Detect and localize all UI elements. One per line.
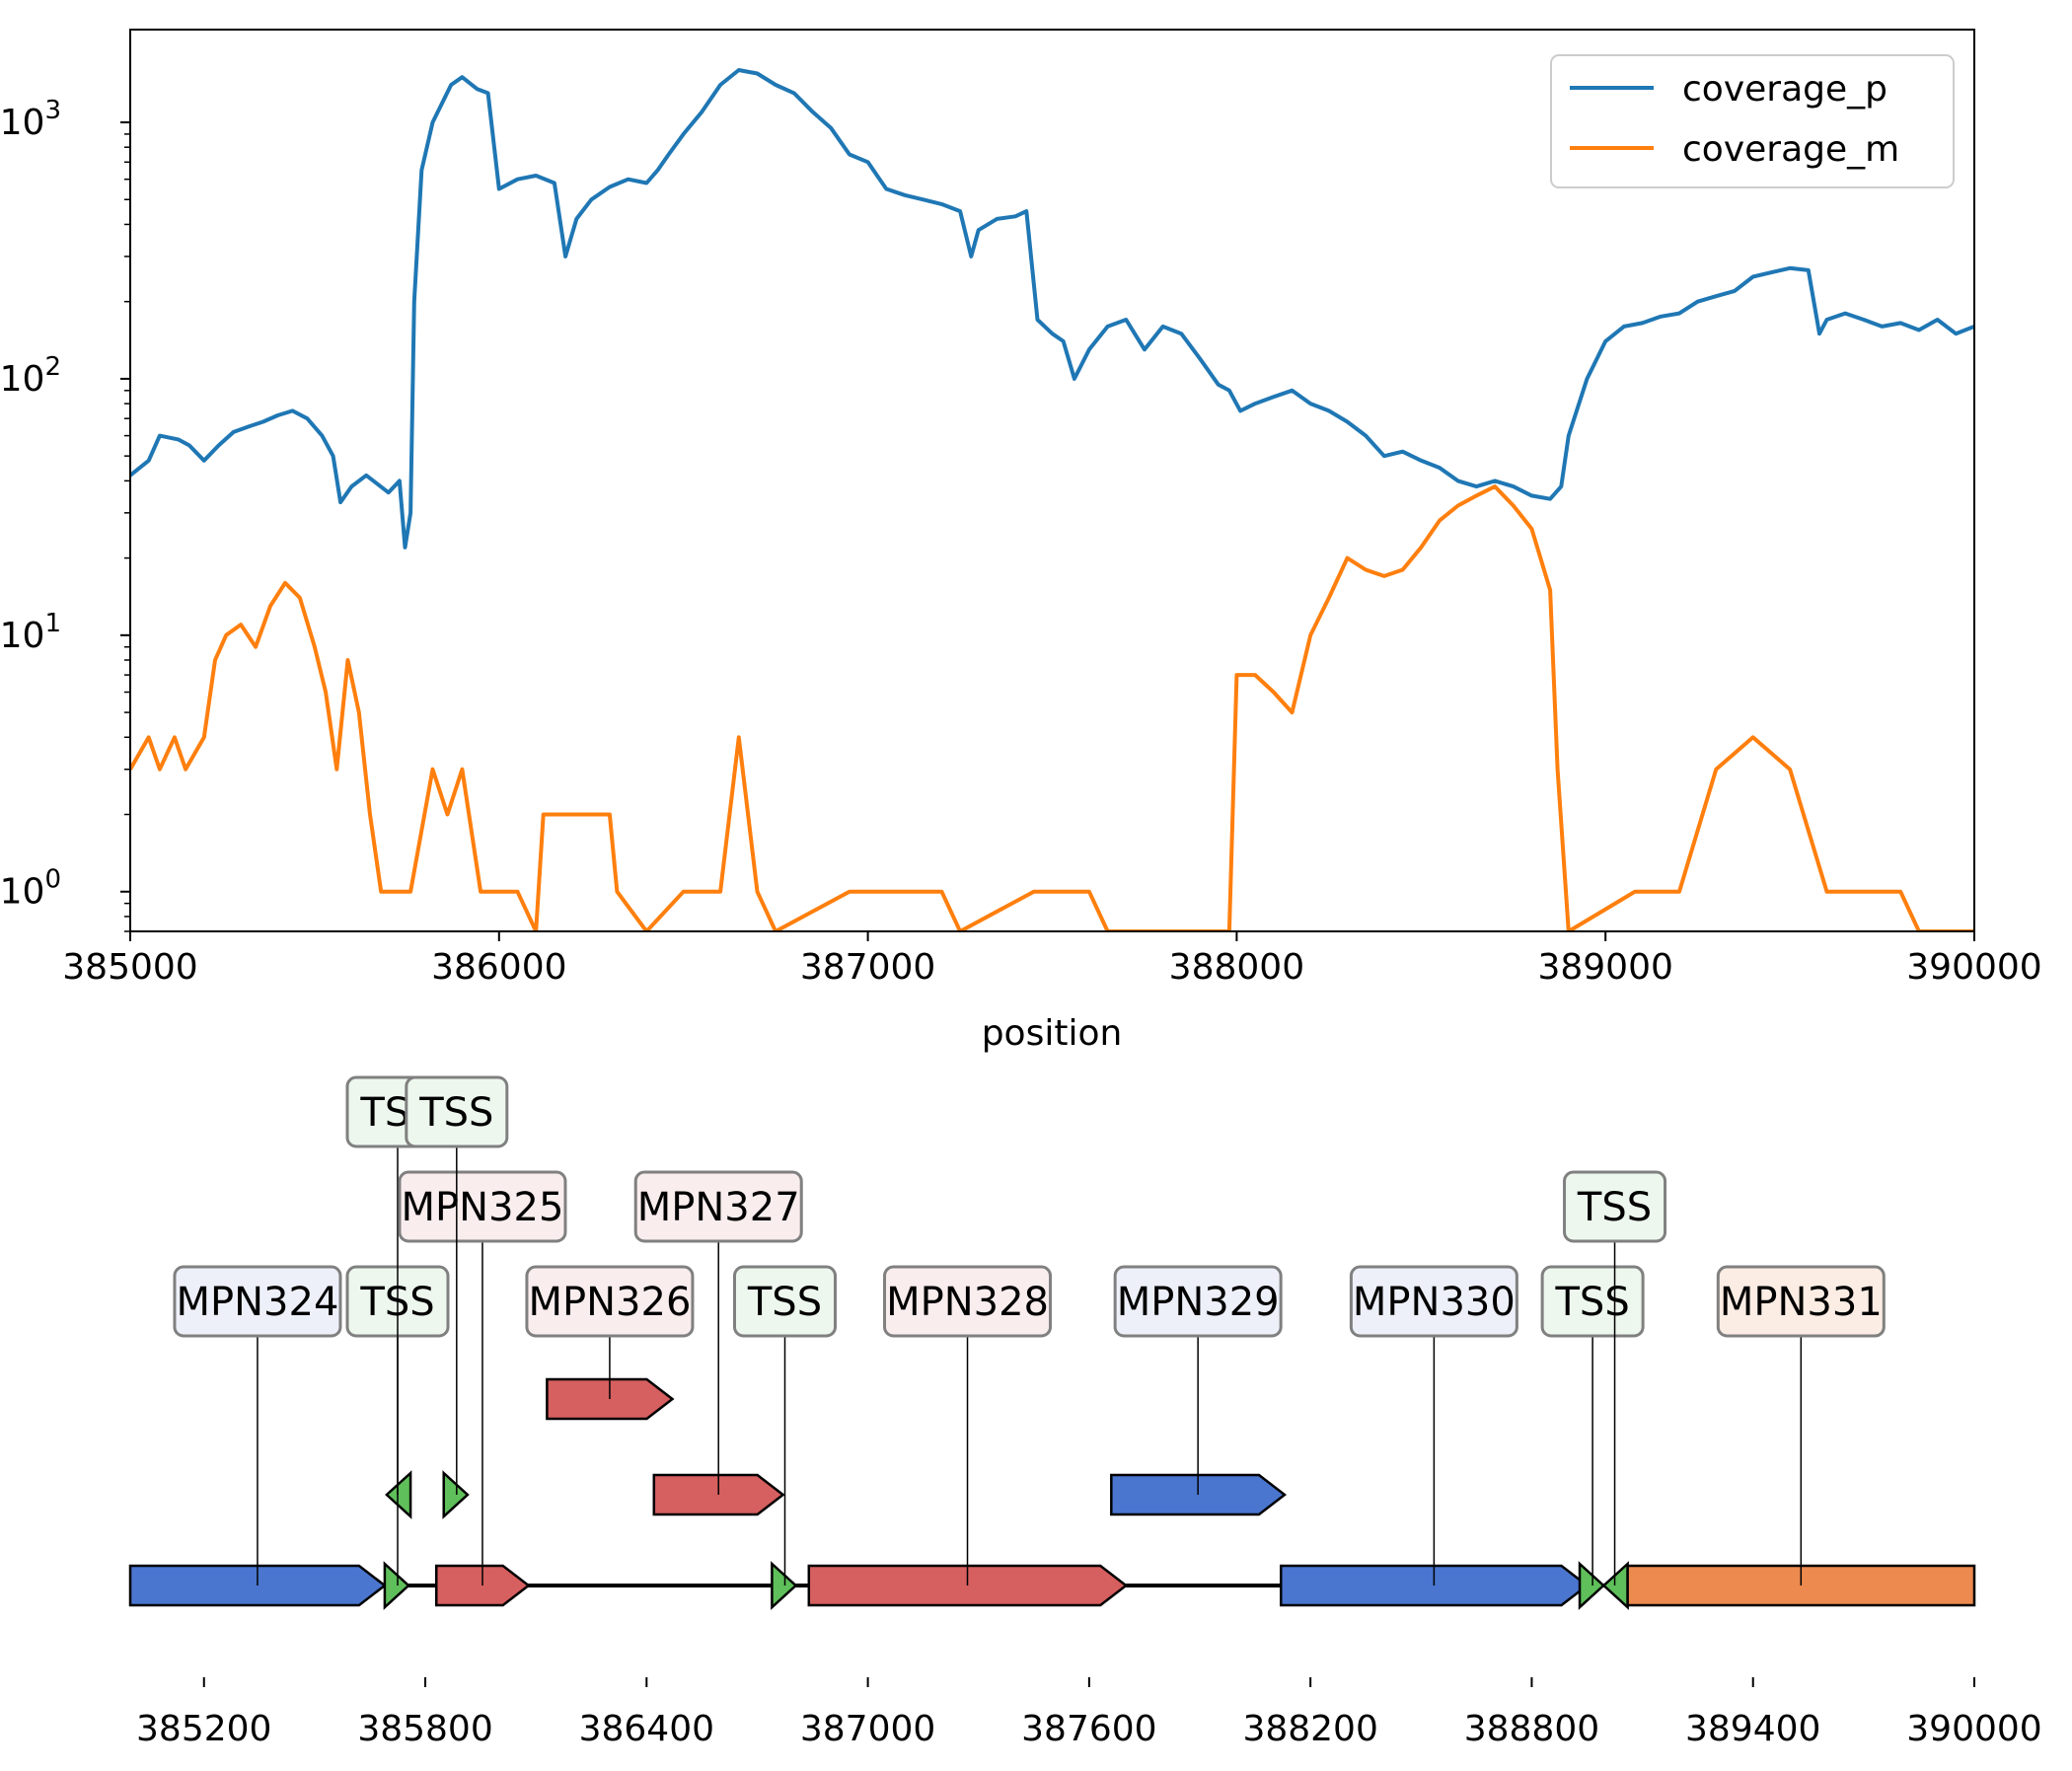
gene-label-mpn326: MPN326 <box>528 1280 691 1325</box>
coverage-plot: 385000 386000 387000 388000 389000 390000 100… <box>0 29 2042 1054</box>
gene-label-box <box>525 1265 695 1338</box>
y-axis-ticks: 100 101 102 103 <box>0 96 130 932</box>
tss-marker <box>385 1470 412 1519</box>
gene-x-tick-label: 386400 <box>579 1709 714 1749</box>
tss-marker <box>1578 1561 1606 1610</box>
tss-label-box <box>732 1265 837 1338</box>
y-tick-label: 102 <box>0 352 61 400</box>
tss-label: TSS <box>418 1090 493 1136</box>
series-line-coverage-m <box>130 484 1974 931</box>
x-tick-label: 390000 <box>1906 947 2041 988</box>
gene-x-tick-label: 385800 <box>357 1709 492 1749</box>
gene-map: MPN324 TSS TSS MPN325 TSS MPN326 MPN327 TSS MPN3… <box>128 1075 2042 1749</box>
tss-marker <box>383 1561 410 1610</box>
x-tick-label: 387000 <box>800 947 935 988</box>
legend: coverage_p coverage_m <box>1550 54 1955 188</box>
legend-label-coverage-m: coverage_m <box>1682 129 1899 170</box>
tss-label: TSS <box>1577 1185 1652 1230</box>
gene-x-tick-label: 387600 <box>1021 1709 1156 1749</box>
y-tick-label: 100 <box>0 865 61 913</box>
gene-x-tick-label: 390000 <box>1906 1709 2041 1749</box>
x-tick-label: 389000 <box>1537 947 1672 988</box>
tss-marker <box>442 1470 470 1519</box>
gene-label-box <box>173 1265 342 1338</box>
gene-x-tick-label: 388800 <box>1464 1709 1599 1749</box>
gene-label-mpn324: MPN324 <box>177 1280 339 1325</box>
tss-label-box <box>1563 1170 1667 1243</box>
gene-label-box <box>398 1170 567 1243</box>
tss-label-box <box>405 1075 509 1148</box>
coverage-lines <box>130 68 1974 931</box>
gene-label-mpn325: MPN325 <box>402 1185 564 1230</box>
gene-label-mpn330: MPN330 <box>1353 1280 1516 1325</box>
gene-x-tick-label: 389400 <box>1685 1709 1820 1749</box>
gene-label-mpn329: MPN329 <box>1117 1280 1280 1325</box>
gene-x-tick-label: 387000 <box>800 1709 935 1749</box>
x-axis-label: position <box>982 1013 1123 1054</box>
x-tick-label: 386000 <box>431 947 566 988</box>
x-tick-label: 385000 <box>62 947 197 988</box>
tss-marker <box>771 1561 798 1610</box>
gene-x-tick-label: 385200 <box>136 1709 271 1749</box>
gene-label-mpn328: MPN328 <box>886 1280 1049 1325</box>
y-tick-label: 103 <box>0 96 61 143</box>
legend-label-coverage-p: coverage_p <box>1682 69 1887 110</box>
tss-label-box <box>1540 1265 1645 1338</box>
x-axis-ticks: 385000 386000 387000 388000 389000 390000 <box>62 931 2042 988</box>
tss-label: TSS <box>747 1280 822 1325</box>
gene-label-box <box>1113 1265 1283 1338</box>
gene-label-mpn331: MPN331 <box>1720 1280 1883 1325</box>
gene-label-box <box>1349 1265 1518 1338</box>
gene-label-box <box>1716 1265 1886 1338</box>
series-line-coverage-p <box>130 68 1974 550</box>
gene-label-mpn327: MPN327 <box>637 1185 800 1230</box>
tss-label: TSS <box>1555 1280 1630 1325</box>
gene-x-tick-label: 388200 <box>1242 1709 1377 1749</box>
gene-labels: MPN324 TSS TSS MPN325 TSS MPN326 MPN327 TSS MPN3… <box>173 1075 1886 1586</box>
gene-label-box <box>633 1170 803 1243</box>
y-tick-label: 101 <box>0 609 61 656</box>
gene-x-axis-ticks: 385200 385800 386400 387000 387600 388200 3888… <box>136 1677 2042 1749</box>
x-tick-label: 388000 <box>1169 947 1304 988</box>
gene-label-box <box>883 1265 1053 1338</box>
